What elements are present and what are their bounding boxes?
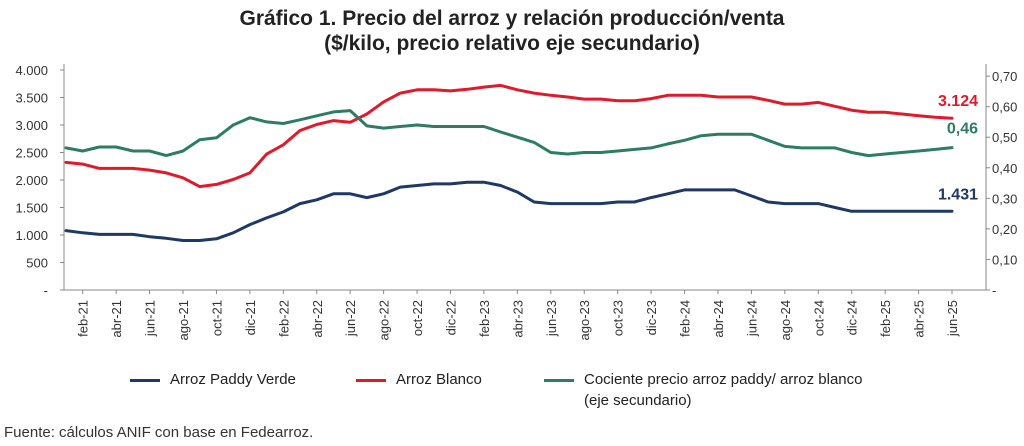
x-tick-label: abr-24 [711, 300, 726, 338]
series-line-1 [64, 83, 954, 189]
x-tick-label: feb-24 [678, 300, 693, 337]
x-tick-label: jun-25 [945, 300, 960, 337]
y-left-tick-label: 3.000 [15, 118, 48, 133]
legend-swatch-ratio [544, 379, 574, 382]
x-tick-label: feb-21 [76, 300, 91, 337]
series-line-2 [64, 109, 954, 158]
legend-label-paddy: Arroz Paddy Verde [170, 371, 296, 388]
x-tick-label: dic-23 [644, 300, 659, 335]
legend-swatch-blanco [356, 379, 386, 382]
x-tick-label: dic-24 [845, 300, 860, 335]
x-tick-label: feb-25 [878, 300, 893, 337]
y-right-tick-label: - [992, 283, 996, 298]
x-tick-label: ago-21 [176, 300, 191, 340]
y-right-tick-label: 0,30 [992, 191, 1017, 206]
y-left-tick-label: 1.000 [15, 228, 48, 243]
x-tick-label: jun-21 [143, 300, 158, 337]
y-left-tick-label: 4.000 [15, 63, 48, 78]
line-chart: - 500 1.000 1.500 2.000 2.500 3.000 3.500 4.000 -… [15, 63, 1017, 340]
legend-label-blanco: Arroz Blanco [396, 371, 482, 388]
x-tick-label: oct-22 [410, 300, 425, 336]
series-end-label-2: 0,46 [947, 121, 978, 138]
x-tick-label: oct-23 [611, 300, 626, 336]
x-tick-label: ago-24 [778, 300, 793, 340]
y-left-tick-label: 500 [26, 256, 48, 271]
legend-swatch-paddy [130, 379, 160, 382]
x-tick-label: oct-24 [811, 300, 826, 336]
y-right-tick-label: 0,50 [992, 130, 1017, 145]
x-tick-label: feb-23 [477, 300, 492, 337]
y-right-tick-label: 0,70 [992, 69, 1017, 84]
series-line-0 [64, 180, 954, 242]
y-right-tick-label: 0,40 [992, 161, 1017, 176]
x-tick-label: dic-22 [443, 300, 458, 335]
y-left-tick-label: 3.500 [15, 91, 48, 106]
x-tick-label: abr-23 [510, 300, 525, 338]
x-tick-label: ago-22 [377, 300, 392, 340]
y-right-tick-label: 0,10 [992, 252, 1017, 267]
chart-title: Gráfico 1. Precio del arroz y relación p… [239, 7, 785, 30]
x-tick-label: jun-24 [744, 300, 759, 337]
series-end-label-0: 1.431 [938, 186, 978, 203]
x-tick-label: jun-22 [343, 300, 358, 337]
y-left-tick-label: 2.000 [15, 173, 48, 188]
legend-label-ratio-axis: (eje secundario) [584, 392, 692, 409]
series-end-label-1: 3.124 [938, 93, 978, 110]
legend-label-ratio: Cociente precio arroz paddy/ arroz blanc… [584, 371, 863, 388]
x-tick-label: abr-21 [109, 300, 124, 338]
source-note: Fuente: cálculos ANIF con base en Fedear… [4, 424, 314, 441]
x-tick-label: dic-21 [243, 300, 258, 335]
y-right-tick-label: 0,20 [992, 222, 1017, 237]
y-left-tick-label: 1.500 [15, 201, 48, 216]
legend: Arroz Paddy Verde Arroz Blanco Cociente … [0, 370, 1024, 420]
x-tick-label: jun-23 [544, 300, 559, 337]
x-tick-label: abr-22 [310, 300, 325, 338]
x-tick-label: abr-25 [912, 300, 927, 338]
y-left-tick-label: - [44, 283, 48, 298]
x-tick-label: feb-22 [276, 300, 291, 337]
chart-subtitle: ($/kilo, precio relativo eje secundario) [324, 32, 700, 55]
x-tick-label: ago-23 [577, 300, 592, 340]
y-right-tick-label: 0,60 [992, 100, 1017, 115]
x-tick-label: oct-21 [209, 300, 224, 336]
y-left-tick-label: 2.500 [15, 146, 48, 161]
